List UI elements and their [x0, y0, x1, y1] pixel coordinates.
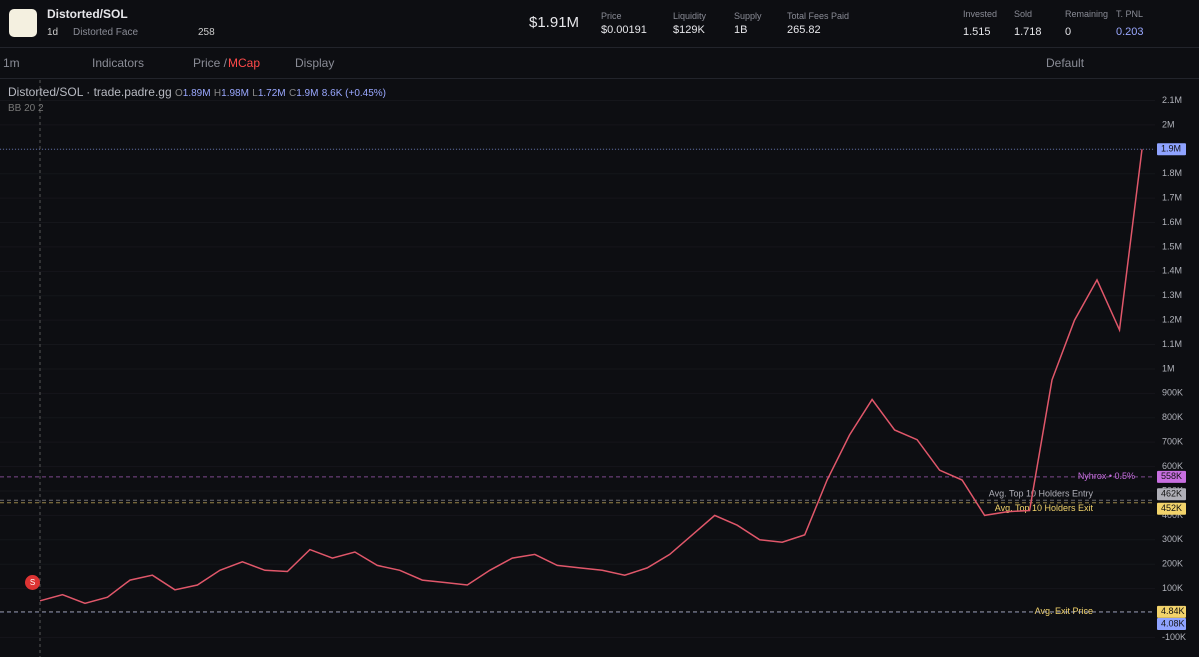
- y-tick-label: 200K: [1162, 559, 1183, 569]
- price-label-box: [1157, 470, 1186, 483]
- layout[interactable]: Default: [1046, 56, 1085, 70]
- position-value: 1.515: [963, 26, 991, 38]
- o: O: [174, 88, 183, 99]
- y-tick-label: 1.5M: [1162, 241, 1182, 251]
- y-tick-label: 1M: [1162, 363, 1175, 373]
- price-label-box: [1157, 502, 1186, 515]
- stat-value: 1B: [734, 24, 748, 36]
- h-value: 1.98M: [221, 88, 249, 99]
- token-name[interactable]: Distorted Face: [73, 27, 139, 38]
- header: Distorted/SOL 1d Distorted Face 258 $1.9…: [0, 0, 1199, 48]
- y-tick-label: 1.6M: [1162, 217, 1182, 227]
- interval[interactable]: 1m: [3, 56, 20, 70]
- y-tick-label: 1.3M: [1162, 290, 1182, 300]
- c-value: 1.9M: [296, 88, 319, 99]
- price-line-text: Nyhrox • 0.5%: [1078, 471, 1135, 481]
- l-value: 1.72M: [257, 88, 286, 99]
- stat-label: Price: [601, 11, 622, 21]
- holders: 258: [198, 27, 215, 38]
- price-label: 462K: [1161, 489, 1182, 499]
- price-label-box: [1157, 488, 1186, 501]
- price-label-box: [1157, 605, 1186, 618]
- price-line-text: Avg. Top 10 Holders Entry: [989, 489, 1094, 499]
- price-line-text: Avg. Top 10 Holders Exit: [995, 503, 1094, 513]
- c: C: [288, 88, 297, 99]
- y-tick-label: 1.7M: [1162, 192, 1182, 202]
- stat-value: $0.00191: [601, 24, 647, 36]
- price-label-box: [1157, 618, 1186, 631]
- price-label: 4.84K: [1161, 606, 1185, 616]
- position-label: Sold: [1014, 9, 1033, 19]
- legend: Distorted/SOL · trade.padre.gg O1.89M H1…: [8, 85, 386, 99]
- position-label: T. PNL: [1116, 9, 1144, 19]
- y-tick-label: 800K: [1162, 412, 1183, 422]
- stat-value: $129K: [673, 24, 705, 36]
- pair: Distorted/SOL: [47, 7, 128, 21]
- h: H: [213, 88, 222, 99]
- y-tick-label: -100K: [1162, 632, 1186, 642]
- toolbar: 1m Indicators Price / MCap Display Defau…: [0, 47, 1199, 79]
- y-tick-label: 700K: [1162, 437, 1183, 447]
- price-toggle[interactable]: Price /: [193, 56, 228, 70]
- token-avatar: [9, 9, 37, 37]
- y-tick-label: 300K: [1162, 534, 1183, 544]
- source: Distorted/SOL · trade.padre.gg: [8, 85, 172, 99]
- position-value: 0.203: [1116, 26, 1144, 38]
- stat-label: Supply: [734, 11, 762, 21]
- position-value: 1.718: [1014, 26, 1042, 38]
- y-tick-label: 1.2M: [1162, 315, 1182, 325]
- change: 8.6K (+0.45%): [321, 88, 387, 99]
- stat-label: Total Fees Paid: [787, 11, 850, 21]
- mcap-toggle[interactable]: MCap: [228, 56, 261, 70]
- y-tick-label: 1.8M: [1162, 168, 1182, 178]
- sell-marker[interactable]: S: [25, 575, 40, 590]
- y-tick-label: 2.1M: [1162, 95, 1182, 105]
- position-label: Remaining: [1065, 9, 1109, 19]
- position-label: Invested: [963, 9, 998, 19]
- y-tick-label: 1.4M: [1162, 266, 1182, 276]
- price-label: 4.08K: [1161, 618, 1185, 628]
- age: 1d: [47, 27, 59, 38]
- stat-label: Liquidity: [673, 11, 707, 21]
- price-line-text: Avg. Exit Price: [1035, 606, 1093, 616]
- display[interactable]: Display: [295, 56, 335, 70]
- indicators[interactable]: Indicators: [92, 56, 145, 70]
- y-tick-label: 2M: [1162, 119, 1175, 129]
- price-line-series: [39, 149, 1143, 605]
- y-tick-label: 900K: [1162, 388, 1183, 398]
- price-label: 1.9M: [1161, 144, 1181, 154]
- stat-value: 265.82: [787, 24, 821, 36]
- l: L: [252, 88, 258, 99]
- price-label: 452K: [1161, 503, 1182, 513]
- o-value: 1.89M: [182, 88, 211, 99]
- y-tick-label: 1.1M: [1162, 339, 1182, 349]
- position-value: 0: [1065, 26, 1072, 38]
- price-label-box: [1157, 143, 1186, 156]
- bb-indicator: BB 20 2: [8, 103, 44, 114]
- y-tick-label: 600K: [1162, 461, 1183, 471]
- y-tick-label: 400K: [1162, 510, 1183, 520]
- market-cap: $1.91M: [529, 14, 580, 31]
- price-label: 558K: [1161, 471, 1182, 481]
- y-tick-label: 100K: [1162, 583, 1183, 593]
